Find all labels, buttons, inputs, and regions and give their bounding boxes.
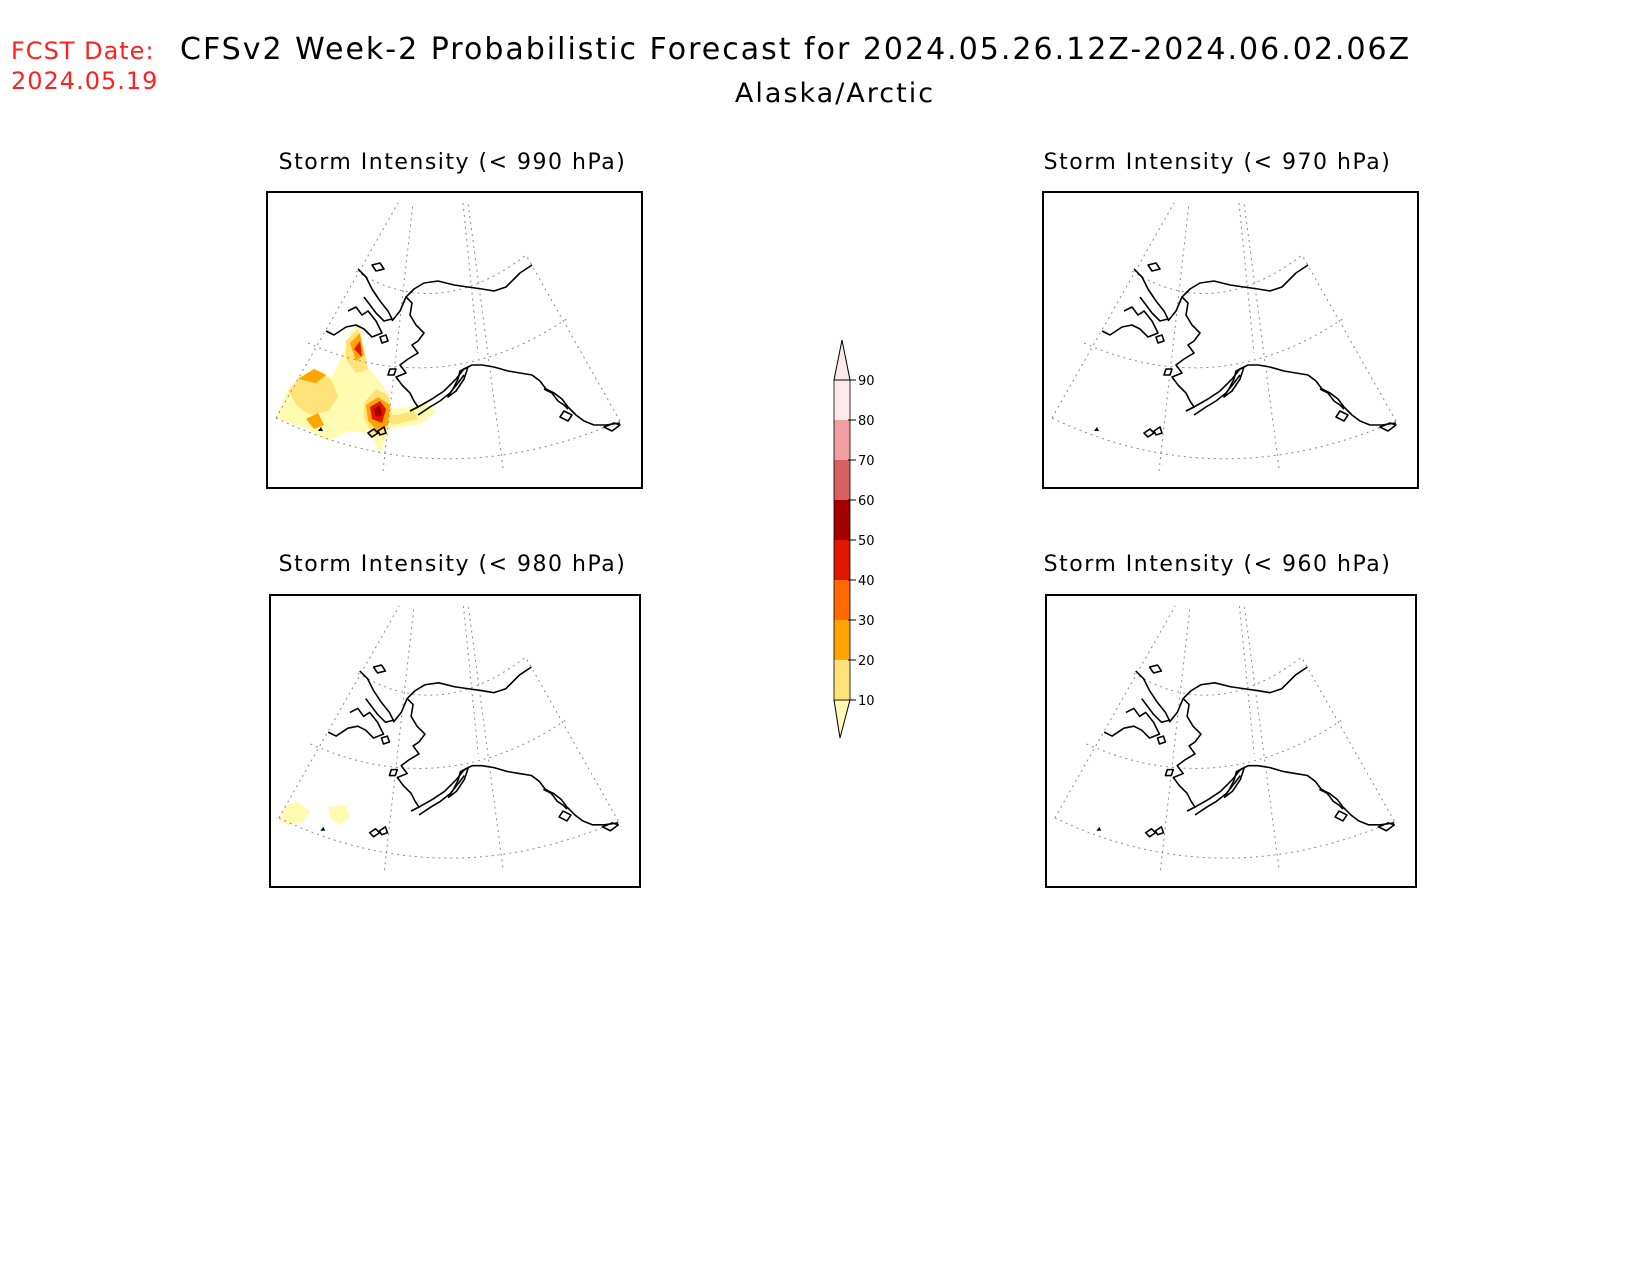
colorbar-label-40: 40 [858,574,875,589]
map-panel-960 [1045,594,1417,888]
panel-title-970: Storm Intensity (< 970 hPa) [1043,150,1392,175]
colorbar-extension-low [833,699,851,739]
fcst-date: 2024.05.19 [11,67,159,95]
map-panel-970 [1042,191,1419,489]
panel-title-980: Storm Intensity (< 980 hPa) [278,552,627,577]
colorbar-band-50-60 [834,500,850,540]
colorbar-label-50: 50 [858,534,875,549]
colorbar-legend: 10 20 30 40 50 60 70 80 90 [833,339,875,739]
colorbar-band-60-70 [834,460,850,500]
colorbar-extension-high [833,339,851,381]
fcst-label: FCST Date: [11,37,155,65]
probability-field-980 [278,801,350,825]
colorbar-label-10: 10 [858,694,875,709]
region-subtitle: Alaska/Arctic [734,78,936,109]
map-970 [1051,202,1397,472]
colorbar-band-30-40 [834,580,850,620]
map-panel-990 [266,191,643,489]
colorbar-band-70-80 [834,420,850,460]
colorbar-label-70: 70 [858,454,875,469]
map-960 [1054,605,1396,872]
colorbar-band-80-90 [834,380,850,420]
colorbar-band-10-20 [834,660,850,700]
colorbar-label-80: 80 [858,414,875,429]
colorbar-band-20-30 [834,620,850,660]
map-980 [278,605,620,872]
colorbar-label-60: 60 [858,494,875,509]
colorbar-band-40-50 [834,540,850,580]
map-panel-980 [269,594,641,888]
map-990 [275,202,621,472]
panel-title-960: Storm Intensity (< 960 hPa) [1043,552,1392,577]
panel-title-990: Storm Intensity (< 990 hPa) [278,150,627,175]
colorbar-label-90: 90 [858,374,875,389]
colorbar-label-30: 30 [858,614,875,629]
colorbar-label-20: 20 [858,654,875,669]
fcst-date-label: FCST Date: 2024.05.19 [11,36,158,96]
probability-field-990 [276,323,436,455]
page-title: CFSv2 Week-2 Probabilistic Forecast for … [180,32,1412,67]
